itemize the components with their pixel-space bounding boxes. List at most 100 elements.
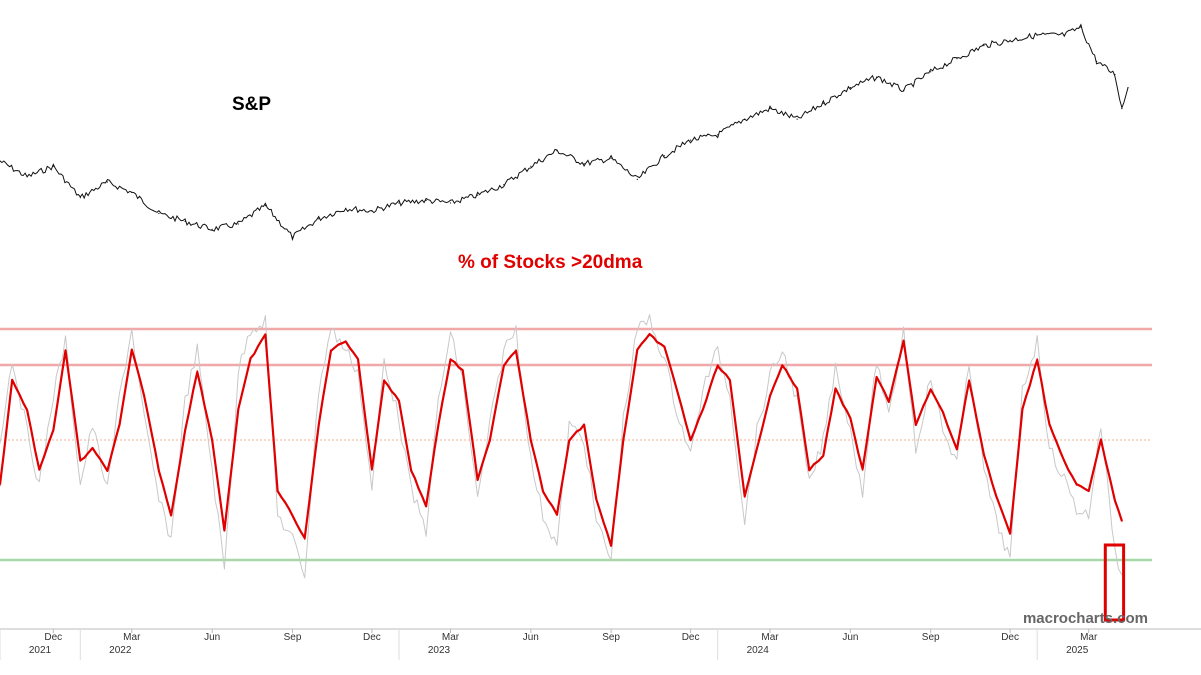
sp-point [425, 199, 427, 201]
sp-point [26, 176, 28, 178]
breadth-point [781, 364, 784, 366]
breadth-title: % of Stocks >20dma [458, 252, 643, 273]
breadth-point [383, 379, 385, 381]
breadth-point [915, 424, 917, 426]
breadth-point [542, 490, 544, 492]
breadth-point [822, 454, 825, 456]
breadth-point [344, 340, 347, 342]
sp-point [318, 218, 320, 220]
month-tick-label: Mar [123, 632, 141, 643]
month-tick-label: Sep [602, 632, 620, 643]
breadth-point [461, 370, 464, 372]
breadth-point [1009, 532, 1011, 534]
breadth-point [902, 340, 905, 342]
sp-point [503, 184, 505, 186]
breadth-point [317, 424, 320, 426]
sp-point [449, 202, 452, 204]
breadth-point [888, 400, 890, 402]
sp-point [184, 220, 186, 222]
reference-lines [0, 327, 1152, 562]
sp-point [345, 207, 347, 209]
breadth-point [595, 499, 598, 501]
breadth-point [158, 469, 160, 471]
month-tick-label: Dec [1001, 632, 1019, 643]
breadth-point [622, 439, 625, 441]
breadth-point [530, 439, 532, 441]
breadth-point [437, 424, 440, 426]
sp-point [1096, 60, 1098, 63]
highlight-rect [1103, 543, 1126, 622]
sp-point [930, 71, 932, 73]
month-tick-label: Jun [523, 632, 539, 643]
sp-point [717, 134, 719, 136]
breadth-point [1063, 460, 1066, 462]
sp-point [1114, 73, 1116, 76]
sp-point [769, 108, 771, 110]
breadth-point [398, 400, 400, 402]
year-tick-label: 2025 [1066, 645, 1089, 656]
breadth-point [291, 514, 294, 516]
breadth-point [583, 424, 585, 426]
breadth-point [223, 529, 226, 531]
sp-point [131, 191, 133, 194]
year-tick-label: 2023 [428, 645, 451, 656]
sp-point [106, 181, 108, 183]
sp-point [690, 139, 692, 141]
sp-point [556, 150, 558, 152]
sp-point [822, 102, 824, 104]
breadth-point [52, 430, 55, 432]
breadth-point [568, 439, 570, 441]
breadth-point [91, 448, 94, 450]
breadth-point [968, 379, 970, 381]
sp-point [0, 160, 1, 162]
breadth-point [330, 349, 332, 351]
sp-point [1036, 34, 1038, 36]
breadth-point [1100, 439, 1102, 441]
breadth-point [834, 388, 837, 390]
breadth-point [1021, 409, 1024, 411]
breadth-smoothed-line [0, 333, 1123, 547]
breadth-point [237, 409, 240, 411]
breadth-point [489, 439, 491, 441]
breadth-point [196, 370, 199, 372]
sp-point [876, 76, 878, 78]
month-tick-label: Sep [922, 632, 940, 643]
breadth-point [556, 514, 558, 516]
breadth-point [64, 349, 67, 351]
sp-point [237, 223, 239, 225]
highlight-box [1103, 543, 1126, 622]
sp-point [264, 205, 266, 207]
sp-point [663, 155, 666, 157]
breadth-point [1121, 520, 1123, 522]
breadth-point [264, 334, 267, 336]
breadth-point [1114, 499, 1116, 501]
month-tick-label: Dec [44, 632, 62, 643]
breadth-point [184, 430, 186, 432]
breadth-point [249, 358, 252, 360]
sp-point [849, 87, 852, 89]
sp-point [1127, 87, 1129, 89]
breadth-point [118, 424, 121, 426]
breadth-series [0, 314, 1123, 579]
sp-point [79, 197, 81, 199]
sp-point [1121, 108, 1123, 110]
year-tick-label: 2022 [109, 645, 132, 656]
month-tick-label: Dec [363, 632, 381, 643]
sp-point [1080, 26, 1082, 28]
sp-title: S&P [232, 94, 271, 115]
sp-point [291, 236, 294, 238]
breadth-point [211, 439, 213, 441]
watermark: macrocharts.com [1023, 610, 1148, 627]
breadth-point [743, 496, 746, 498]
sp-point [398, 202, 400, 204]
breadth-point [729, 379, 731, 381]
month-tick-label: Mar [442, 632, 460, 643]
sp-point [636, 178, 638, 180]
sp-point [796, 118, 798, 120]
month-tick-label: Dec [682, 632, 700, 643]
breadth-point [716, 364, 719, 366]
month-tick-label: Mar [761, 632, 779, 643]
breadth-point [929, 388, 932, 390]
breadth-point [106, 469, 109, 471]
breadth-point [1036, 358, 1038, 360]
